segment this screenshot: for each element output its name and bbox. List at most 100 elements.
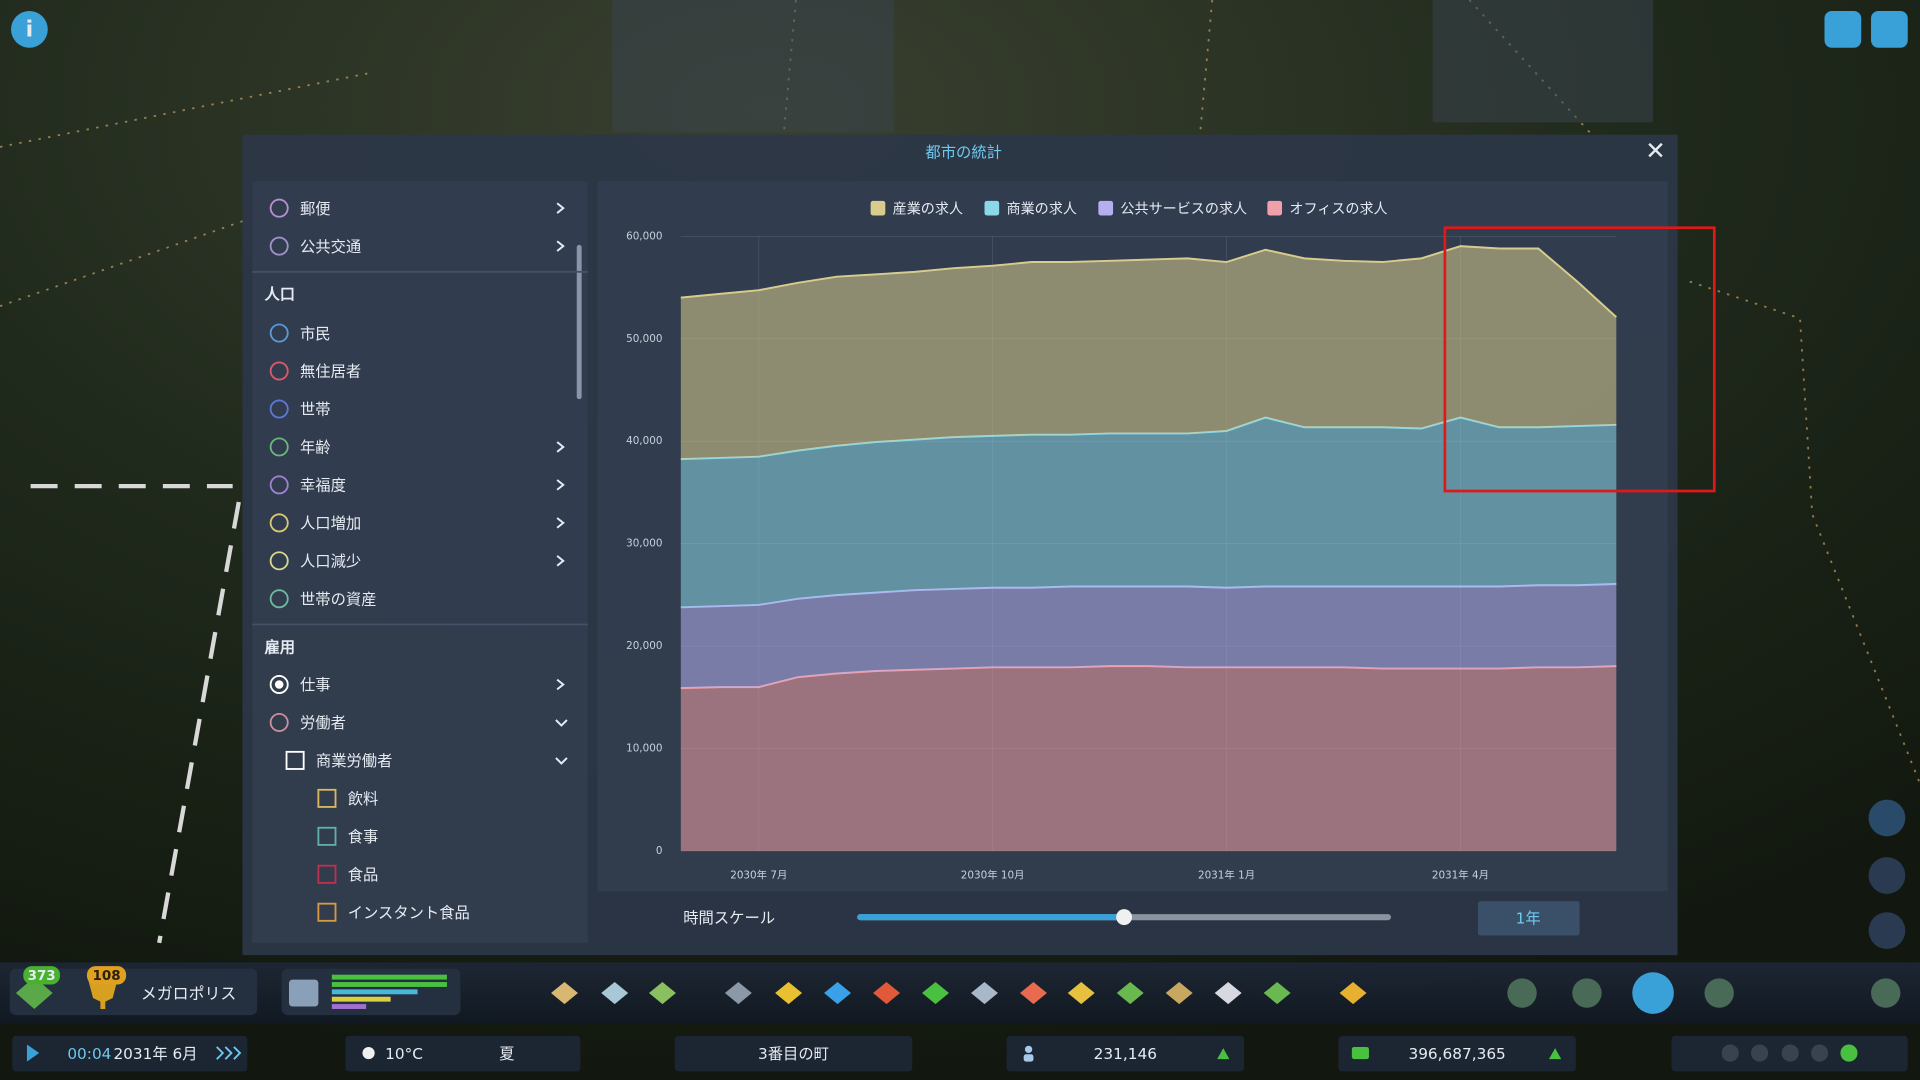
tool-icon[interactable] — [1704, 978, 1734, 1008]
sidebar-item[interactable]: 郵便 — [300, 200, 331, 218]
legend-label: オフィスの求人 — [1289, 201, 1387, 217]
tool-icon[interactable] — [1263, 982, 1291, 1005]
sidebar-item[interactable]: 世帯の資産 — [300, 591, 377, 609]
chevron — [556, 555, 565, 567]
population-panel[interactable] — [1006, 1035, 1245, 1072]
sidebar-item[interactable]: インスタント食品 — [348, 904, 470, 922]
checkbox[interactable] — [317, 902, 337, 922]
sidebar-item[interactable]: 無住居者 — [300, 363, 361, 381]
checkbox[interactable] — [317, 826, 337, 846]
slider-fill — [857, 914, 1125, 921]
tool-icon[interactable] — [922, 982, 949, 1005]
milestone-level: 108 — [92, 969, 120, 984]
tool-icon[interactable] — [724, 982, 752, 1005]
tool-icon[interactable] — [873, 982, 900, 1005]
x-tick-label: 2030年 10月 — [961, 869, 1025, 882]
radio[interactable] — [269, 551, 289, 571]
tool-icon[interactable] — [1572, 978, 1602, 1008]
sidebar-item[interactable]: 人口減少 — [300, 553, 361, 571]
sidebar-item[interactable]: 人口増加 — [300, 515, 361, 533]
tool-icon[interactable] — [551, 982, 578, 1005]
population-icon — [1023, 1054, 1034, 1062]
x-tick-label: 2031年 4月 — [1432, 869, 1489, 882]
sidebar-item[interactable]: 世帯 — [300, 401, 331, 419]
legend-label: 産業の求人 — [893, 201, 963, 217]
section-heading: 雇用 — [264, 638, 295, 656]
chevron — [556, 441, 565, 453]
city-block — [612, 0, 894, 133]
time-scale-button-label: 1年 — [1516, 909, 1541, 927]
sidebar-item[interactable]: 仕事 — [300, 676, 331, 694]
tool-icon[interactable] — [971, 982, 998, 1005]
play-button[interactable] — [26, 1044, 40, 1062]
tool-icon[interactable] — [1507, 978, 1537, 1008]
checkbox[interactable] — [285, 750, 305, 770]
city-name: 3番目の町 — [758, 1045, 829, 1063]
season: 夏 — [499, 1045, 514, 1063]
tool-icon[interactable] — [775, 982, 803, 1005]
tool-icon[interactable] — [1339, 982, 1367, 1005]
sidebar-item[interactable]: 食事 — [348, 828, 379, 846]
side-button[interactable] — [1868, 857, 1906, 894]
chevron — [555, 757, 568, 765]
radio[interactable] — [269, 323, 289, 343]
legend-swatch — [1098, 200, 1114, 216]
info-button[interactable] — [11, 11, 48, 48]
sidebar-item[interactable]: 飲料 — [348, 790, 379, 808]
sidebar-item[interactable]: 市民 — [300, 325, 331, 343]
chevron — [556, 517, 565, 529]
radio[interactable] — [269, 437, 289, 457]
x-tick-label: 2030年 7月 — [730, 869, 787, 882]
tool-icon[interactable] — [1871, 978, 1901, 1008]
scrollbar[interactable] — [576, 244, 582, 400]
milestone-panel — [9, 968, 258, 1016]
radio[interactable] — [269, 198, 289, 218]
slider-knob[interactable] — [1116, 909, 1133, 926]
sidebar-item[interactable]: 幸福度 — [300, 477, 346, 495]
tool-icons — [551, 972, 1901, 1014]
city-panel[interactable] — [674, 1035, 913, 1072]
sidebar-item[interactable]: 食品 — [348, 866, 379, 884]
tool-icon[interactable] — [1632, 972, 1674, 1014]
checkbox[interactable] — [317, 788, 337, 808]
radio[interactable] — [269, 475, 289, 495]
tool-icon[interactable] — [1214, 982, 1242, 1005]
sidebar-item[interactable]: 労働者 — [300, 714, 346, 732]
radio[interactable] — [269, 399, 289, 419]
speed-button[interactable] — [216, 1046, 242, 1060]
legend-label: 商業の求人 — [1007, 201, 1077, 217]
tool-icon[interactable] — [1165, 982, 1193, 1005]
info-icon: i — [26, 18, 34, 43]
side-button[interactable] — [1868, 912, 1906, 949]
radio[interactable] — [269, 513, 289, 533]
radio[interactable] — [269, 675, 289, 694]
happiness-face — [1840, 1044, 1858, 1062]
time-scale-button[interactable] — [1477, 901, 1580, 936]
close-button[interactable]: ✕ — [1645, 136, 1666, 165]
radio[interactable] — [269, 712, 289, 732]
y-tick-label: 20,000 — [626, 640, 662, 652]
demand-icon — [288, 979, 319, 1007]
date: 2031年 6月 — [113, 1045, 197, 1063]
tool-icon[interactable] — [601, 982, 629, 1005]
radio[interactable] — [269, 236, 289, 256]
sidebar-item[interactable]: 年齢 — [300, 439, 331, 457]
tool-icon[interactable] — [1116, 982, 1144, 1005]
settings-button[interactable] — [1871, 11, 1908, 48]
happiness-face — [1811, 1044, 1829, 1062]
time-scale-label: 時間スケール — [683, 909, 775, 927]
money-panel[interactable] — [1338, 1035, 1576, 1072]
time: 00:04 — [67, 1045, 111, 1063]
checkbox[interactable] — [317, 864, 337, 884]
radio[interactable] — [269, 361, 289, 381]
xp: 373 — [28, 969, 56, 984]
radio[interactable] — [269, 589, 289, 609]
tutorial-button[interactable] — [1824, 11, 1862, 48]
y-tick-label: 30,000 — [626, 538, 662, 550]
sidebar-item[interactable]: 商業労働者 — [316, 752, 393, 770]
sidebar-item[interactable]: 公共交通 — [300, 238, 361, 256]
side-button[interactable] — [1868, 799, 1906, 837]
weather-panel — [345, 1035, 581, 1072]
